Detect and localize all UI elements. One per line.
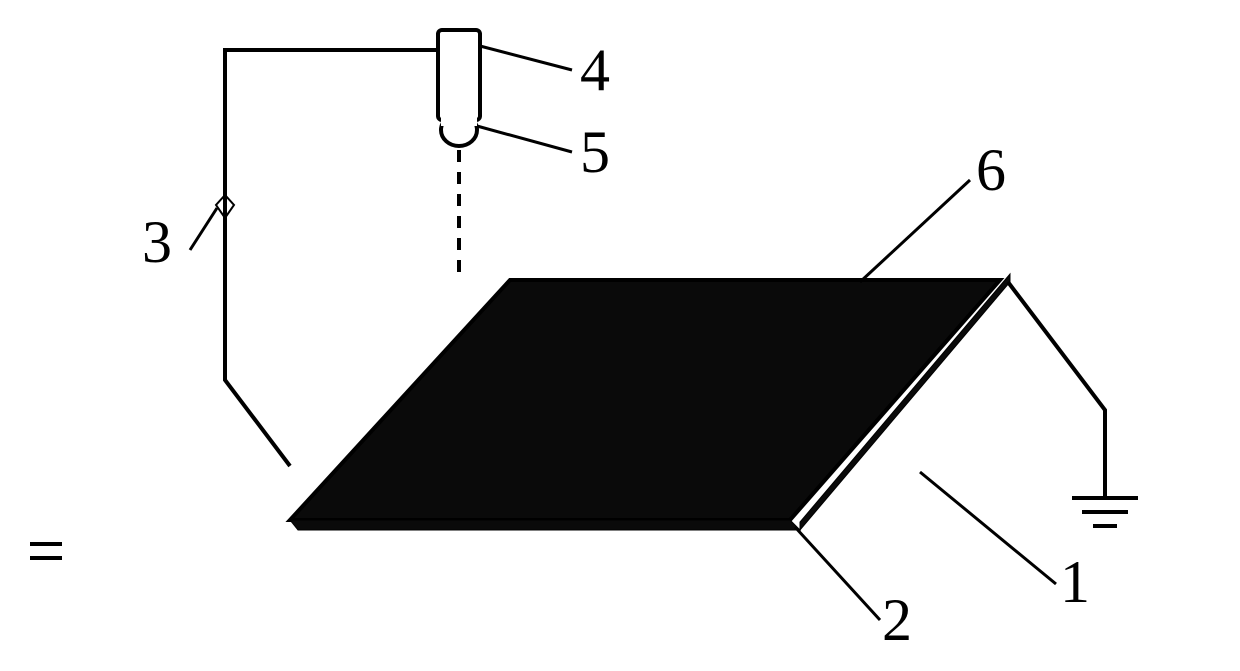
diagram-svg	[0, 0, 1240, 671]
leader-1	[920, 472, 1056, 584]
label-1: 1	[1060, 552, 1090, 612]
nozzle-tip-join	[441, 112, 477, 126]
leader-5	[477, 126, 572, 152]
label-4: 4	[580, 40, 610, 100]
nozzle-body	[438, 30, 480, 120]
label-6: 6	[976, 140, 1006, 200]
slab-edge-bottom	[290, 520, 800, 530]
leader-4	[480, 46, 572, 70]
leader-6	[860, 180, 970, 282]
wire-right	[1008, 282, 1105, 480]
slab-top-face	[290, 280, 1000, 520]
leader-2	[795, 527, 880, 620]
label-5: 5	[580, 122, 610, 182]
label-3: 3	[142, 212, 172, 272]
leader-3	[190, 208, 217, 250]
diagram-canvas: 1 2 3 4 5 6	[0, 0, 1240, 671]
label-2: 2	[882, 590, 912, 650]
